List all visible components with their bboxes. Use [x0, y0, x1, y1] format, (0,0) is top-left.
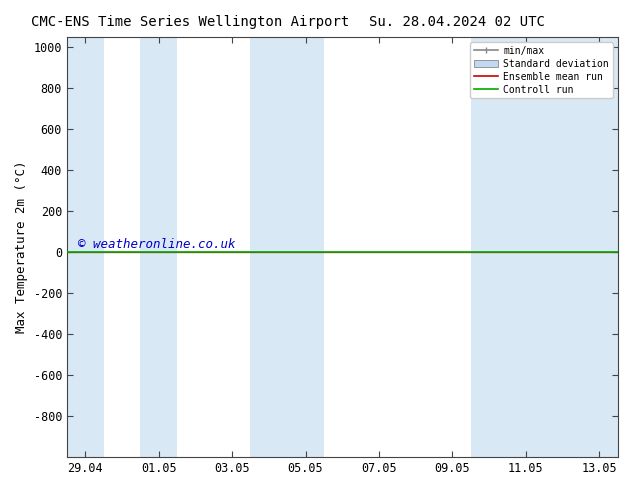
Text: CMC-ENS Time Series Wellington Airport: CMC-ENS Time Series Wellington Airport [31, 15, 349, 29]
Y-axis label: Max Temperature 2m (°C): Max Temperature 2m (°C) [15, 161, 28, 333]
Bar [250, 37, 324, 457]
Bar [140, 37, 177, 457]
Bar [67, 37, 103, 457]
Text: Su. 28.04.2024 02 UTC: Su. 28.04.2024 02 UTC [368, 15, 545, 29]
Bar [470, 37, 618, 457]
Legend: min/max, Standard deviation, Ensemble mean run, Controll run: min/max, Standard deviation, Ensemble me… [470, 42, 612, 98]
Text: © weatheronline.co.uk: © weatheronline.co.uk [78, 239, 235, 251]
